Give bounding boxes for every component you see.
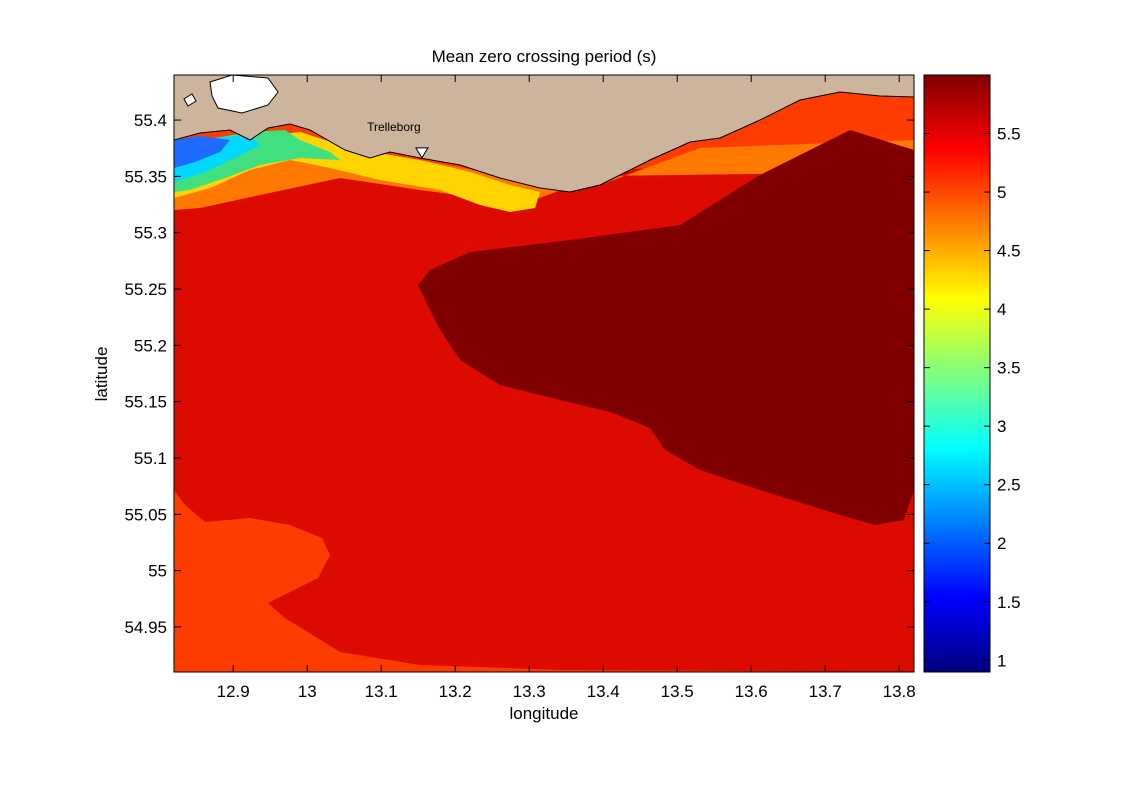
colorbar-tick-label: 1.5 [997, 593, 1021, 612]
x-tick-label: 13 [298, 682, 317, 701]
x-tick-label: 12.9 [217, 682, 250, 701]
y-tick-label: 55.2 [134, 336, 167, 355]
annotation-group: Trelleborg [367, 120, 429, 159]
lake [209, 75, 279, 114]
y-tick-label: 55.3 [134, 224, 167, 243]
colorbar-tick-label: 5 [997, 183, 1006, 202]
lake-small [183, 93, 197, 107]
y-axis-label: latitude [92, 347, 111, 402]
annotation-trelleborg: Trelleborg [367, 120, 421, 134]
x-tick-label: 13.6 [735, 682, 768, 701]
y-tick-label: 55.05 [124, 505, 167, 524]
x-tick-label: 13.5 [661, 682, 694, 701]
x-tick-label: 13.2 [439, 682, 472, 701]
y-tick-label: 54.95 [124, 618, 167, 637]
sea-field-coastal-blue [174, 136, 230, 168]
x-tick-label: 13.1 [365, 682, 398, 701]
plot-frame [173, 74, 915, 673]
colorbar-ticks: 1 1.5 2 2.5 3 3.5 4 4.5 5 5.5 [924, 125, 1021, 670]
x-tick-label: 13.7 [809, 682, 842, 701]
colorbar-tick-label: 2.5 [997, 476, 1021, 495]
y-tick-label: 55.4 [134, 111, 167, 130]
colorbar-tick-label: 3.5 [997, 359, 1021, 378]
y-tick-label: 55.25 [124, 280, 167, 299]
y-tick-label: 55 [148, 562, 167, 581]
y-tick-label: 55.1 [134, 449, 167, 468]
y-tick-label: 55.35 [124, 167, 167, 186]
colorbar-tick-label: 5.5 [997, 125, 1021, 144]
sea-field-dark-core [418, 130, 914, 525]
chart-title: Mean zero crossing period (s) [432, 47, 657, 66]
x-tick-label: 13.3 [513, 682, 546, 701]
map-plot [174, 75, 914, 672]
colorbar-tick-label: 4.5 [997, 242, 1021, 261]
x-axis-label: longitude [509, 704, 578, 723]
land-sweden [174, 75, 914, 193]
location-marker-icon [415, 147, 429, 159]
x-tick-label: 13.4 [587, 682, 620, 701]
colorbar-tick-label: 4 [997, 300, 1006, 319]
colorbar [923, 74, 991, 673]
y-axis-ticks: 54.95 55 55.05 55.1 55.15 55.2 55.25 55.3 55.35 5… [124, 111, 914, 637]
x-tick-label: 13.8 [883, 682, 916, 701]
colorbar-tick-label: 2 [997, 534, 1006, 553]
y-tick-label: 55.15 [124, 393, 167, 412]
colorbar-tick-label: 1 [997, 651, 1006, 670]
x-axis-ticks: 12.9 13 13.1 13.2 13.3 13.4 13.5 13.6 13.7 13.8 [217, 75, 916, 701]
colorbar-tick-label: 3 [997, 417, 1006, 436]
